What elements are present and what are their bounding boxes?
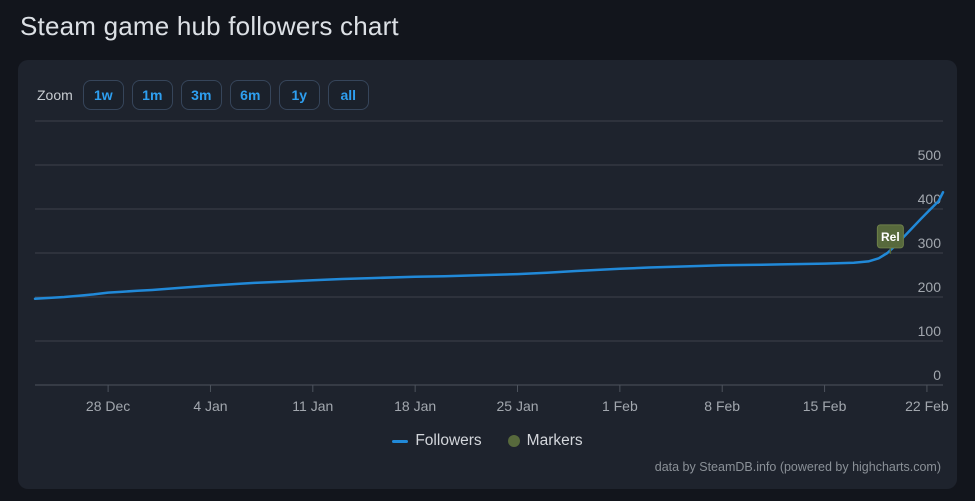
x-axis-label: 4 Jan: [193, 398, 227, 414]
y-axis-label: 0: [933, 367, 941, 383]
page-title: Steam game hub followers chart: [20, 11, 399, 41]
legend-item-markers[interactable]: Markers: [507, 432, 583, 450]
x-axis-label: 8 Feb: [704, 398, 740, 414]
zoom-button-1w[interactable]: 1w: [82, 80, 124, 110]
zoom-label: Zoom: [37, 87, 73, 103]
x-axis-label: 11 Jan: [292, 398, 333, 414]
x-axis-label: 22 Feb: [905, 398, 949, 414]
zoom-button-1y[interactable]: 1y: [278, 80, 320, 110]
x-axis-label: 1 Feb: [602, 398, 638, 414]
flag-marker[interactable]: [876, 224, 904, 249]
x-axis-label: 15 Feb: [803, 398, 847, 414]
attribution-text: data by SteamDB.info (powered by highcha…: [654, 460, 941, 474]
x-axis-label: 18 Jan: [394, 398, 436, 414]
y-axis-label: 200: [918, 279, 942, 295]
y-axis-label: 500: [918, 147, 942, 163]
zoom-button-3m[interactable]: 3m: [180, 80, 222, 110]
chart-panel: Zoom 1w 1m 3m 6m 1y all 0 100 200 300 400 500…: [18, 60, 957, 489]
legend-label-followers: Followers: [415, 432, 482, 449]
zoom-button-all[interactable]: all: [327, 80, 369, 110]
x-axis-label: 25 Jan: [496, 398, 538, 414]
legend: Followers Markers: [18, 432, 957, 450]
legend-item-followers[interactable]: Followers: [392, 432, 482, 450]
chart-attribution: data by SteamDB.info (powered by highcha…: [655, 460, 941, 474]
y-axis-label: 300: [918, 235, 942, 251]
zoom-toolbar: Zoom 1w 1m 3m 6m 1y all: [37, 80, 369, 110]
flag-marker-label: Rel: [881, 230, 900, 244]
followers-series-line: [33, 191, 945, 301]
chart-svg: 0 100 200 300 400 500 28 Dec 4 Jan 11 Jan 18 Jan 2…: [33, 120, 949, 414]
x-axis-label: 28 Dec: [86, 398, 130, 414]
zoom-button-6m[interactable]: 6m: [229, 80, 271, 110]
markers-circle-icon: [507, 435, 520, 447]
y-axis-label: 100: [918, 323, 942, 339]
zoom-button-1m[interactable]: 1m: [131, 80, 173, 110]
followers-line-icon: [392, 439, 409, 443]
y-axis-label: 400: [918, 191, 942, 207]
legend-label-markers: Markers: [526, 432, 583, 449]
